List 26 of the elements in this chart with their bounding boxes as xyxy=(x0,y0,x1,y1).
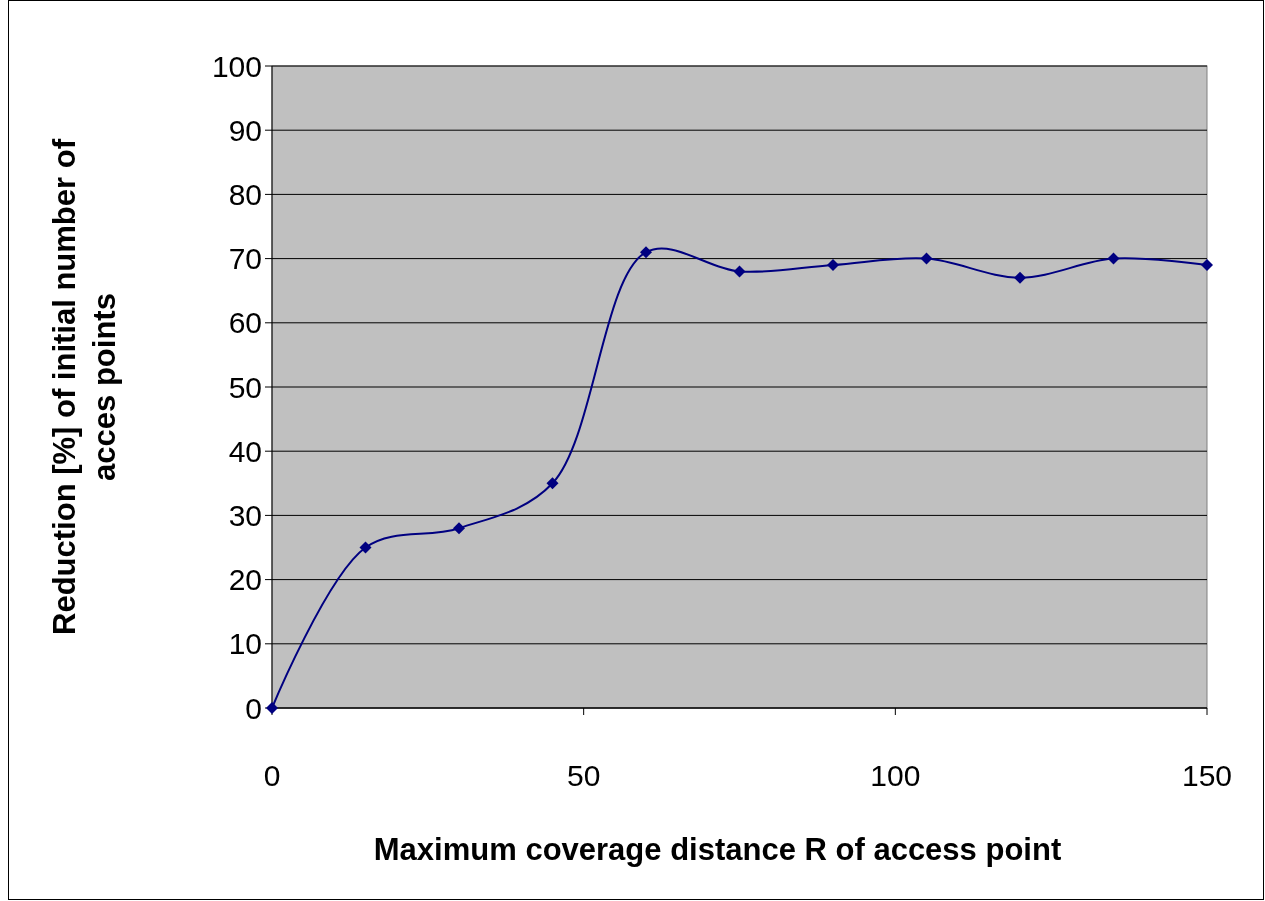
point xyxy=(359,541,372,554)
y-tick-label: 0 xyxy=(245,691,262,725)
y-tick-label: 10 xyxy=(228,627,262,661)
point xyxy=(453,522,465,535)
point xyxy=(546,477,559,490)
x-axis-title: Maximum coverage distance R of access point xyxy=(373,832,1062,867)
point xyxy=(1201,259,1213,272)
point xyxy=(733,265,746,278)
y-tick-label: 90 xyxy=(228,113,262,147)
y-tick-label: 40 xyxy=(228,434,262,468)
y-axis-title: Reduction [%] of initial number of acces points xyxy=(47,138,122,635)
y-tick-label: 70 xyxy=(228,242,262,276)
x-tick-label: 100 xyxy=(870,759,921,792)
x-tick-label: 150 xyxy=(1181,759,1233,792)
point xyxy=(640,246,652,259)
point xyxy=(827,259,839,272)
point xyxy=(1107,252,1120,265)
x-tick-label: 50 xyxy=(566,759,601,792)
y-tick-label: 30 xyxy=(228,498,262,532)
point xyxy=(920,252,933,265)
y-tick-label: 100 xyxy=(211,49,262,83)
y-tick-label: 20 xyxy=(228,563,262,597)
y-tick-label: 80 xyxy=(228,177,262,211)
y-tick-label: 60 xyxy=(228,306,262,340)
y-tick-label: 50 xyxy=(228,370,262,404)
point xyxy=(1014,271,1026,284)
